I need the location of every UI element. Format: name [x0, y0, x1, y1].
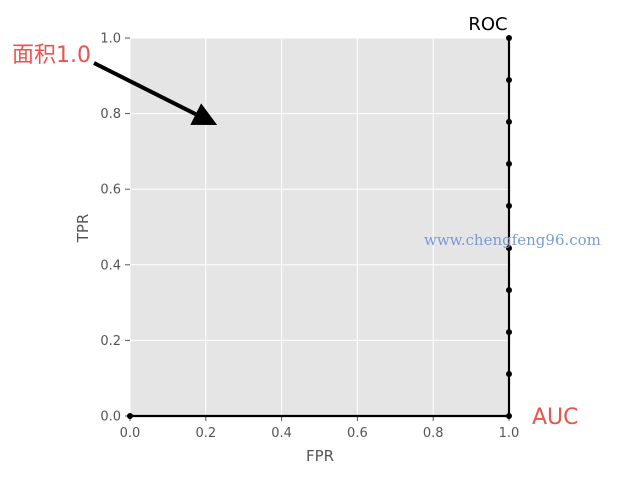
y-tick-label: 0.4: [100, 258, 121, 273]
roc-point: [127, 413, 133, 419]
roc-point: [506, 118, 512, 125]
y-tick-label: 0.8: [100, 107, 121, 122]
roc-point: [506, 202, 512, 209]
x-tick-label: 0.0: [120, 426, 141, 441]
roc-point: [506, 329, 512, 336]
roc-point: [506, 413, 512, 419]
x-tick-label: 1.0: [499, 426, 520, 441]
watermark-text: www.chengfeng96.com: [424, 231, 601, 249]
series-group: [127, 35, 512, 419]
x-tick-label: 0.6: [347, 426, 368, 441]
x-tick-label: 0.8: [423, 426, 444, 441]
roc-point: [506, 245, 512, 252]
annotation-arrow: [93, 61, 218, 125]
x-axis-label: FPR: [306, 447, 334, 465]
chart-title: ROC: [468, 14, 507, 35]
annotation-arrow-head: [190, 103, 218, 125]
y-tick-label: 0.6: [100, 183, 121, 198]
y-tick-label: 0.0: [100, 410, 121, 425]
y-tick-label: 1.0: [100, 32, 121, 47]
roc-point: [506, 76, 512, 83]
roc-point: [506, 287, 512, 294]
y-tick-label: 0.2: [100, 334, 121, 349]
y-axis-label: TPR: [74, 214, 92, 244]
roc-point: [506, 35, 512, 41]
x-tick-label: 0.2: [195, 426, 216, 441]
roc-point: [506, 160, 512, 167]
x-tick-label: 0.4: [271, 426, 292, 441]
annotation-auc-label: AUC: [532, 405, 579, 430]
annotation-arrow-shaft: [93, 61, 197, 116]
plot-area: [130, 38, 509, 416]
roc-point: [506, 371, 512, 378]
annotation-area-label: 面积1.0: [12, 43, 91, 68]
